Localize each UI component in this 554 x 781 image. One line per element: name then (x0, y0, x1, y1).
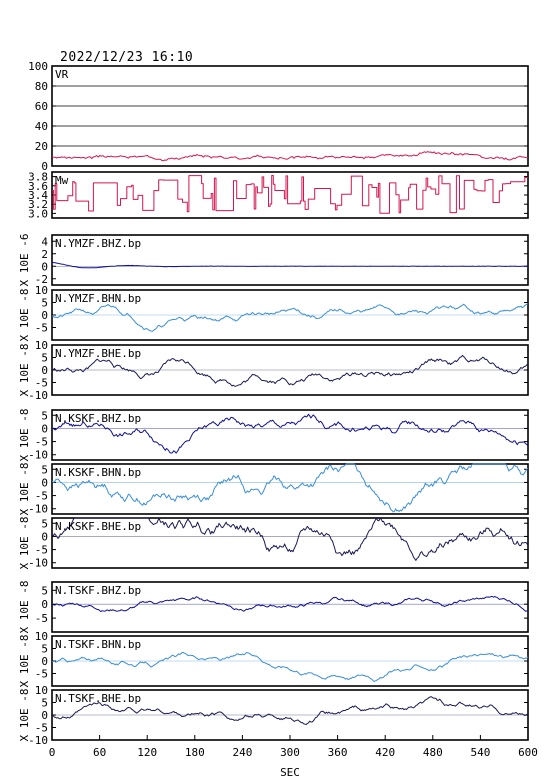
x-tick-label: 540 (470, 746, 490, 759)
y-tick-label: 3.6 (28, 180, 48, 193)
y-tick-label: -10 (28, 389, 48, 402)
y-tick-label: 0 (41, 476, 48, 489)
y-tick-label: 5 (41, 584, 48, 597)
y-tick-label: -5 (35, 322, 48, 335)
y-tick-label: 3.2 (28, 198, 48, 211)
y-tick-label: 5 (41, 517, 48, 530)
panel-label-ymzf-bhn: N.YMZF.BHN.bp (55, 292, 141, 305)
y-axis-label: X 10E -6 (18, 234, 31, 287)
y-tick-label: 10 (35, 339, 48, 352)
y-tick-label: -10 (28, 503, 48, 516)
panel-label-kskf-bhe: N.KSKF.BHE.bp (55, 520, 141, 533)
y-tick-label: 4 (41, 235, 48, 248)
y-tick-label: 0 (41, 709, 48, 722)
y-tick-label: 5 (41, 352, 48, 365)
x-tick-label: 420 (375, 746, 395, 759)
panel-label-kskf-bhz: N.KSKF.BHZ.bp (55, 412, 141, 425)
panel-label-vr: VR (55, 68, 69, 81)
y-tick-label: 0 (41, 655, 48, 668)
x-tick-label: 600 (518, 746, 538, 759)
y-tick-label: 5 (41, 297, 48, 310)
x-tick-label: 360 (328, 746, 348, 759)
series-line-kskf-bhn (51, 463, 529, 513)
x-tick-label: 240 (232, 746, 252, 759)
y-tick-label: 80 (35, 80, 48, 93)
x-tick-label: 300 (280, 746, 300, 759)
series-line-tskf-bhe (51, 696, 529, 726)
y-tick-label: -5 (35, 490, 48, 503)
y-axis-label: X 10E -8 (18, 689, 31, 742)
series-line-kskf-bhz (51, 413, 529, 454)
x-tick-label: 0 (49, 746, 56, 759)
y-axis-label: X 10E -8 (18, 463, 31, 516)
y-tick-label: 20 (35, 140, 48, 153)
y-axis-label: X 10E -8 (18, 344, 31, 397)
plot-timestamp: 2022/12/23 16:10 (60, 50, 194, 65)
y-tick-label: -5 (35, 722, 48, 735)
y-tick-label: 2 (41, 248, 48, 261)
y-tick-label: -5 (35, 544, 48, 557)
series-line-tskf-bhn (51, 651, 529, 682)
y-tick-label: -5 (35, 377, 48, 390)
y-tick-label: -5 (35, 612, 48, 625)
panel-label-mw: Mw (55, 174, 69, 187)
y-tick-label: -5 (35, 436, 48, 449)
panel-frame-kskf-bhn (51, 463, 529, 515)
y-tick-label: 10 (35, 684, 48, 697)
panel-label-ymzf-bhe: N.YMZF.BHE.bp (55, 347, 141, 360)
y-tick-label: 5 (41, 643, 48, 656)
y-tick-label: 0 (41, 309, 48, 322)
y-tick-label: 0 (41, 530, 48, 543)
panel-label-tskf-bhe: N.TSKF.BHE.bp (55, 692, 141, 705)
series-line-vr (51, 151, 529, 162)
panel-label-tskf-bhn: N.TSKF.BHN.bp (55, 638, 141, 651)
y-tick-label: 0 (41, 422, 48, 435)
y-tick-label: -10 (28, 449, 48, 462)
y-tick-label: -2 (35, 273, 48, 286)
y-tick-label: 0 (41, 364, 48, 377)
y-tick-label: 5 (41, 409, 48, 422)
series-line-ymzf-bhz (51, 261, 529, 269)
panel-label-ymzf-bhz: N.YMZF.BHZ.bp (55, 237, 141, 250)
y-tick-label: 5 (41, 463, 48, 476)
series-line-kskf-bhe (51, 517, 529, 561)
panel-label-tskf-bhz: N.TSKF.BHZ.bp (55, 584, 141, 597)
panel-frame-vr (51, 65, 529, 167)
series-line-tskf-bhz (51, 596, 529, 612)
y-tick-label: 40 (35, 120, 48, 133)
y-tick-label: 0 (41, 160, 48, 173)
x-axis-label: SEC (280, 766, 300, 779)
x-tick-label: 60 (93, 746, 106, 759)
x-tick-label: 480 (423, 746, 443, 759)
panel-label-kskf-bhn: N.KSKF.BHN.bp (55, 466, 141, 479)
series-line-ymzf-bhn (51, 303, 529, 332)
y-tick-label: -10 (28, 557, 48, 570)
x-tick-label: 180 (185, 746, 205, 759)
panel-frame-kskf-bhz (51, 409, 529, 461)
y-tick-label: -5 (35, 668, 48, 681)
y-tick-label: 3.0 (28, 207, 48, 220)
y-tick-label: 10 (35, 284, 48, 297)
y-tick-label: -10 (28, 734, 48, 747)
panel-frame-kskf-bhe (51, 517, 529, 569)
y-tick-label: 0 (41, 598, 48, 611)
y-tick-label: 3.8 (28, 171, 48, 184)
y-axis-label: X 10E -8 (18, 409, 31, 462)
y-tick-label: 5 (41, 697, 48, 710)
y-axis-label: X 10E -8 (18, 517, 31, 570)
y-tick-label: 10 (35, 630, 48, 643)
y-tick-label: 0 (41, 260, 48, 273)
y-axis-label: X 10E -8 (18, 635, 31, 688)
panel-frame-tskf-bhz (51, 581, 529, 633)
y-axis-label: X 10E -8 (18, 581, 31, 634)
series-line-mw (52, 175, 528, 214)
series-line-ymzf-bhe (51, 354, 529, 387)
y-axis-label: X 10E -8 (18, 289, 31, 342)
y-tick-label: 60 (35, 100, 48, 113)
x-tick-label: 120 (137, 746, 157, 759)
y-tick-label: 100 (28, 60, 48, 73)
y-tick-label: 3.4 (28, 189, 48, 202)
panel-frame-ymzf-bhz (51, 234, 529, 286)
